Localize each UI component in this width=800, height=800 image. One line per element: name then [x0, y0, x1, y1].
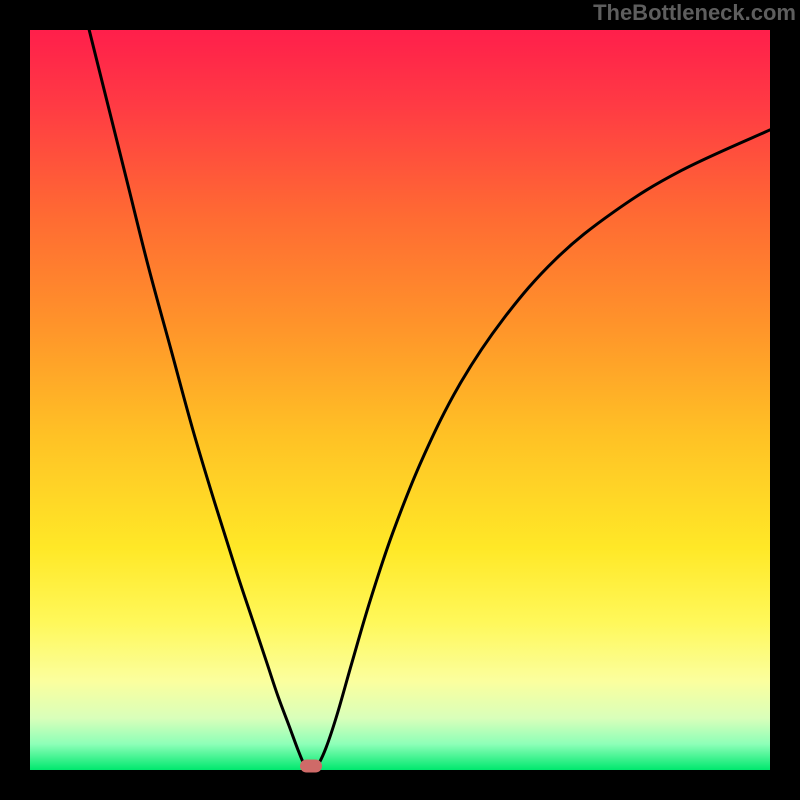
chart-frame: TheBottleneck.com — [0, 0, 800, 800]
watermark-text: TheBottleneck.com — [593, 0, 796, 26]
bottleneck-curve — [89, 30, 770, 770]
curve-layer — [30, 30, 770, 770]
plot-area — [30, 30, 770, 770]
minimum-marker — [300, 760, 322, 773]
